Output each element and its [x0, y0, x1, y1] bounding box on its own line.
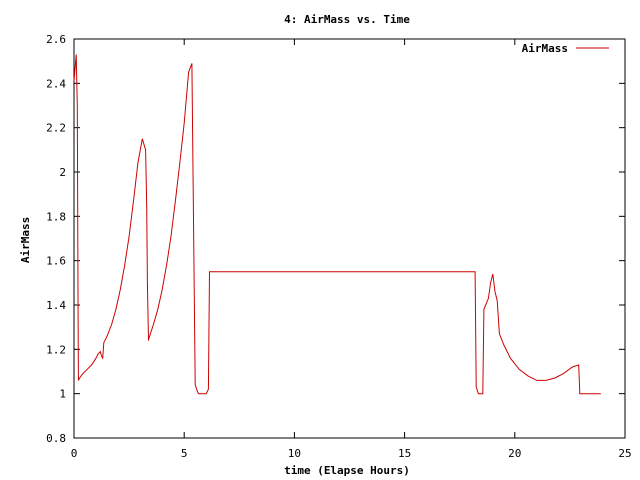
y-tick-label: 1.4 — [46, 299, 66, 312]
y-tick-label: 0.8 — [46, 432, 66, 445]
y-tick-label: 1 — [59, 388, 66, 401]
y-tick-label: 2.6 — [46, 33, 66, 46]
x-tick-label: 0 — [71, 447, 78, 460]
x-tick-label: 25 — [618, 447, 631, 460]
y-tick-label: 1.2 — [46, 343, 66, 356]
y-axis-label: AirMass — [19, 217, 32, 263]
x-tick-label: 20 — [508, 447, 521, 460]
y-tick-label: 1.8 — [46, 210, 66, 223]
plot-frame — [73, 38, 626, 439]
series-line-airmass — [73, 54, 601, 395]
legend: AirMass — [522, 42, 609, 55]
y-axis-ticks: 0.8 1 1.2 1.4 1.6 1.8 2 2.2 2.4 2.6 — [46, 33, 625, 445]
series-group — [73, 54, 601, 395]
x-tick-label: 10 — [288, 447, 301, 460]
y-tick-label: 2.4 — [46, 77, 66, 90]
x-tick-label: 15 — [398, 447, 411, 460]
chart-title: 4: AirMass vs. Time — [284, 13, 410, 26]
x-axis-ticks: 0 5 10 15 20 25 — [71, 39, 632, 460]
x-axis-label: time (Elapse Hours) — [284, 464, 410, 477]
x-tick-label: 5 — [181, 447, 188, 460]
legend-label: AirMass — [522, 42, 568, 55]
y-tick-label: 2.2 — [46, 122, 66, 135]
y-tick-label: 2 — [59, 166, 66, 179]
y-tick-label: 1.6 — [46, 255, 66, 268]
